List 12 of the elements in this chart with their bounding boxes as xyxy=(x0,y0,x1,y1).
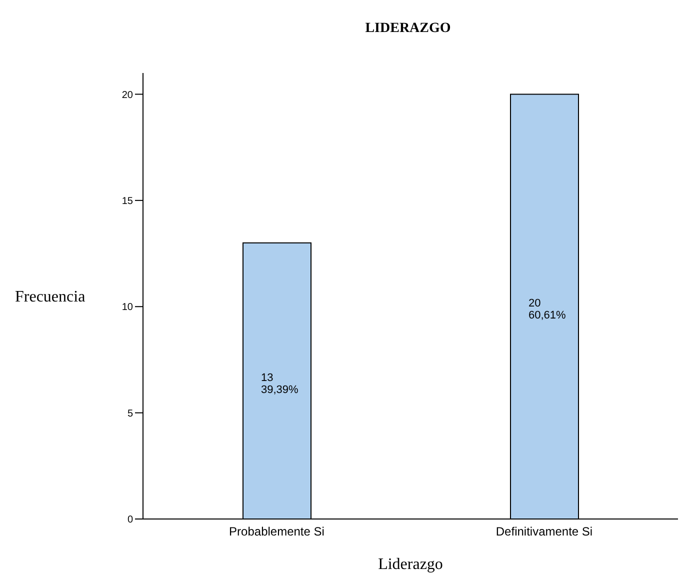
data-label: 20 60,61% xyxy=(528,298,566,322)
y-tick-label: 5 xyxy=(127,408,134,420)
x-axis-title: Liderazgo xyxy=(378,556,443,573)
chart-title: LIDERAZGO xyxy=(364,21,452,37)
y-tick-label: 15 xyxy=(122,196,134,207)
y-tick-label: 0 xyxy=(127,514,134,526)
y-axis-title: Frecuencia xyxy=(15,288,86,306)
y-tick-label: 20 xyxy=(122,90,134,101)
x-tick-label: Probablemente Si xyxy=(229,524,324,539)
x-tick-label: Definitivamente Si xyxy=(496,524,593,539)
y-tick-label: 10 xyxy=(122,302,134,314)
data-label: 13 39,39% xyxy=(261,372,299,396)
